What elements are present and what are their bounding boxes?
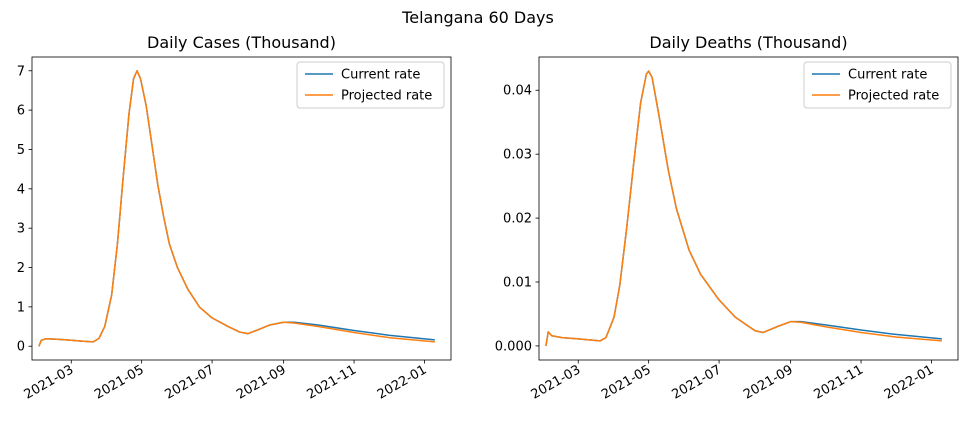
deaths-series-line-current [545, 70, 942, 347]
cases-chart-panel: Daily Cases (Thousand) 0 1 2 3 4 5 6 7 2021-03 202… [17, 33, 452, 403]
deaths-legend [803, 61, 952, 109]
deaths-chart-panel: Daily Deaths (Thousand) 0.000 0.01 0.02 0.03… [495, 33, 959, 403]
cases-legend-label-current: Current rate [341, 68, 420, 83]
deaths-legend-label-current: Current rate [848, 68, 927, 83]
cases-y-tick-label: 2 [17, 261, 25, 276]
deaths-x-tick-label: 2021-07 [670, 362, 725, 402]
cases-y-tick-label: 7 [17, 64, 25, 79]
cases-legend [296, 61, 445, 109]
deaths-y-tick-label: 0.02 [503, 212, 532, 227]
cases-y-tick-label: 3 [17, 222, 25, 237]
deaths-legend-label-projected: Projected rate [848, 89, 939, 104]
deaths-x-tick-label: 2021-05 [599, 362, 654, 402]
deaths-y-tick-label: 0.04 [503, 84, 532, 99]
cases-x-tick-label: 2021-09 [234, 362, 289, 402]
cases-x-tick-label: 2021-11 [304, 362, 359, 402]
deaths-chart-title: Daily Deaths (Thousand) [649, 33, 847, 52]
cases-x-tick-label: 2021-03 [22, 362, 77, 402]
cases-series-line-current [38, 70, 435, 347]
deaths-x-tick-label: 2021-09 [741, 362, 796, 402]
cases-y-tick-label: 5 [17, 143, 25, 158]
deaths-y-tick-label: 0.01 [503, 276, 532, 291]
cases-y-tick-label: 1 [17, 300, 25, 315]
deaths-x-tick-label: 2022-01 [882, 362, 937, 402]
deaths-series-line-projected [545, 70, 942, 347]
cases-y-tick-label: 0 [17, 340, 25, 355]
deaths-y-tick-label: 0.03 [503, 148, 532, 163]
deaths-x-tick-label: 2021-11 [811, 362, 866, 402]
cases-y-tick-label: 6 [17, 104, 25, 119]
cases-x-tick-label: 2021-07 [163, 362, 218, 402]
cases-series-line-projected [38, 70, 435, 347]
cases-axes-frame [31, 56, 452, 361]
deaths-axes-frame [538, 56, 959, 361]
cases-x-tick-label: 2021-05 [92, 362, 147, 402]
deaths-x-tick-label: 2021-03 [529, 362, 584, 402]
cases-x-tick-label: 2022-01 [375, 362, 430, 402]
cases-y-tick-label: 4 [17, 182, 25, 197]
figure-suptitle: Telangana 60 Days [401, 8, 554, 27]
deaths-y-tick-label: 0.000 [495, 339, 532, 354]
cases-legend-label-projected: Projected rate [341, 89, 432, 104]
cases-chart-title: Daily Cases (Thousand) [147, 33, 336, 52]
